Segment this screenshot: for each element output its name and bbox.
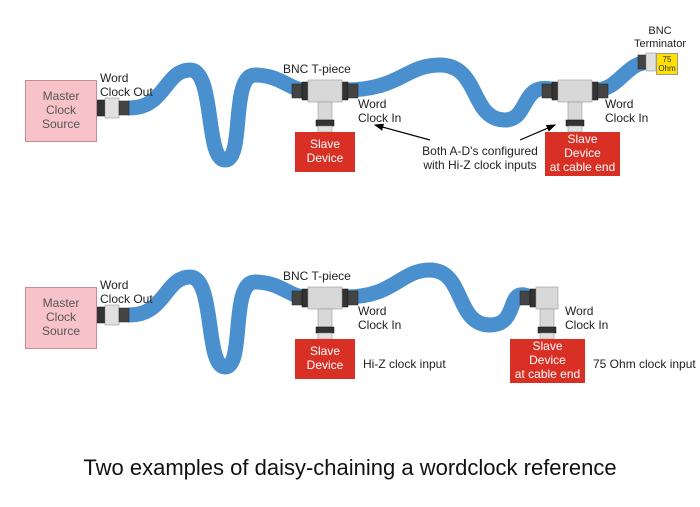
terminator-top-label: BNCTerminator [625, 25, 695, 50]
connector-top-master-out [95, 98, 129, 118]
center-note-top: Both A-D's configuredwith Hi-Z clock inp… [415, 145, 545, 173]
slave-box-bot-2: SlaveDeviceat cable end [510, 339, 585, 383]
connector-bot-slave2-left [520, 289, 536, 307]
connector-bot-master-out [95, 305, 129, 325]
master-box-bot: MasterClockSource [25, 287, 97, 349]
diagram-canvas: MasterClockSource WordClock Out BNC T-pi… [0, 0, 700, 507]
word-clock-in-label-bot-2: WordClock In [565, 305, 608, 333]
master-box-top: MasterClockSource [25, 80, 97, 142]
slave-note-bot-2: 75 Ohm clock input [593, 358, 696, 372]
slave-label-bot-2: SlaveDeviceat cable end [515, 340, 580, 381]
slave-note-bot-1: Hi-Z clock input [363, 358, 446, 372]
bnc-t-top-2 [558, 80, 592, 132]
cable-bot-seg1 [130, 277, 305, 367]
connector-top-t1-right [342, 82, 358, 100]
terminator-box: 75Ohm [656, 53, 678, 75]
connector-bot-t1-right [342, 289, 358, 307]
cable-top-seg1 [130, 70, 305, 160]
slave-box-bot-1: SlaveDevice [295, 339, 355, 379]
master-label-bot: MasterClockSource [42, 297, 80, 338]
bnc-t-top-1 [308, 80, 342, 132]
terminator-body-label: 75Ohm [658, 55, 675, 73]
word-clock-in-label-top-1: WordClock In [358, 98, 401, 126]
word-clock-in-label-bot-1: WordClock In [358, 305, 401, 333]
connector-top-t2-left [542, 82, 558, 100]
slave-box-top-2: SlaveDeviceat cable end [545, 132, 620, 176]
connector-bot-t1-left [292, 289, 308, 307]
slave-label-bot-1: SlaveDevice [307, 345, 344, 373]
bnc-t-piece-label-bot: BNC T-piece [283, 270, 351, 284]
bnc-straight-bot-2 [536, 287, 558, 339]
connector-top-terminator-plug [638, 53, 656, 71]
slave-label-top-1: SlaveDevice [307, 138, 344, 166]
word-clock-out-label-top: WordClock Out [100, 72, 153, 100]
arrow-left [375, 125, 430, 140]
master-label-top: MasterClockSource [42, 90, 80, 131]
connector-top-t1-left [292, 82, 308, 100]
slave-box-top-1: SlaveDevice [295, 132, 355, 172]
word-clock-in-label-top-2: WordClock In [605, 98, 648, 126]
slave-label-top-2: SlaveDeviceat cable end [550, 133, 615, 174]
diagram-title: Two examples of daisy-chaining a wordclo… [0, 455, 700, 481]
word-clock-out-label-bot: WordClock Out [100, 279, 153, 307]
bnc-t-bot-1 [308, 287, 342, 339]
bnc-t-piece-label-top: BNC T-piece [283, 63, 351, 77]
